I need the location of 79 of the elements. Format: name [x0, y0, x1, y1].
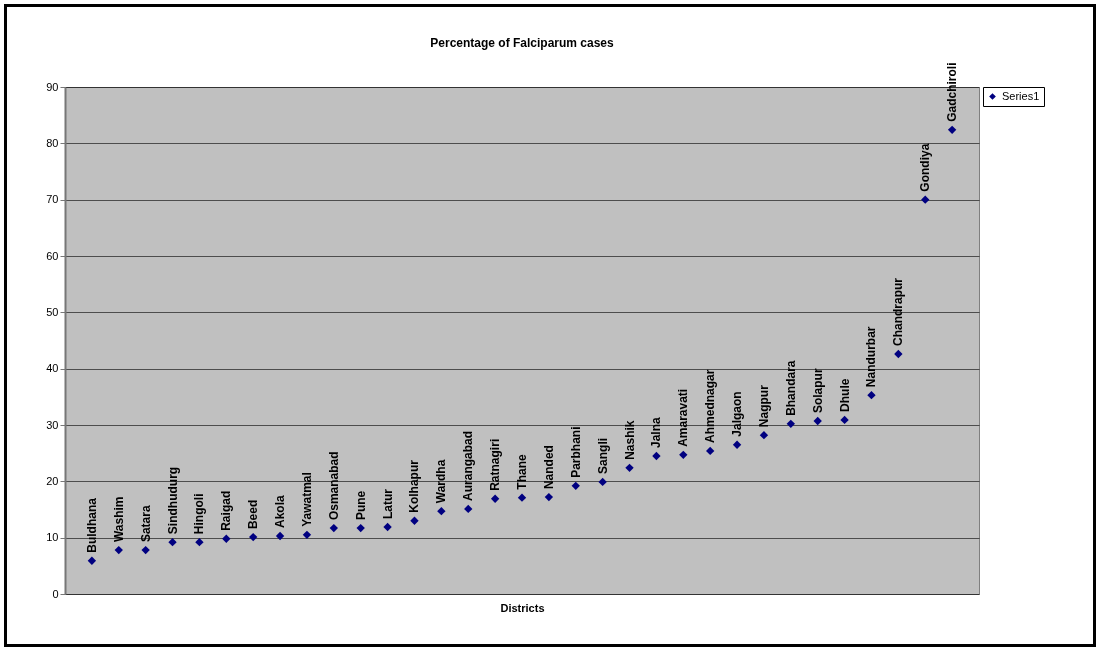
x-tick-label: Pune	[353, 490, 368, 521]
y-tick-label: 60	[46, 249, 59, 262]
x-tick-label: Aurangabad	[461, 430, 476, 501]
point	[652, 451, 661, 461]
x-tick-label: Sindhudurg	[165, 466, 180, 535]
x-tick-label: Gondiya	[918, 143, 933, 192]
point	[195, 537, 204, 547]
point	[625, 463, 634, 472]
point	[867, 390, 876, 400]
x-tick-label: Ratnagiri	[488, 438, 503, 491]
y-tick-label: 50	[46, 305, 59, 318]
x-tick-label: Nagpur	[756, 384, 771, 428]
point	[732, 440, 742, 449]
point	[222, 534, 231, 543]
point	[141, 545, 150, 555]
x-tick-label: Satara	[138, 505, 153, 543]
point	[329, 523, 339, 533]
point	[168, 537, 177, 547]
y-tick-label: 80	[46, 136, 59, 149]
point	[786, 419, 796, 429]
point	[894, 349, 903, 359]
x-tick-label: Akola	[273, 494, 288, 528]
y-tick-label: 70	[46, 193, 59, 206]
point	[114, 545, 123, 555]
x-tick-label: Yawatmal	[299, 472, 314, 527]
point	[679, 450, 688, 460]
x-tick-label: Sangli	[595, 437, 610, 474]
x-tick-label: Amaravati	[676, 388, 691, 447]
x-tick-label: Osmanabad	[326, 451, 341, 521]
x-tick-label: Nanded	[541, 445, 556, 490]
point	[87, 556, 97, 565]
point	[490, 494, 500, 503]
point	[383, 522, 392, 532]
x-tick-label: Gadchiroli	[945, 62, 960, 122]
point	[705, 446, 715, 456]
x-tick-label: Beed	[246, 499, 261, 530]
point	[598, 477, 607, 487]
x-tick-label: Solapur	[810, 368, 825, 414]
y-tick-label: 90	[46, 80, 59, 93]
point	[302, 530, 312, 540]
y-tick-label: 30	[46, 418, 59, 431]
point	[248, 532, 258, 542]
y-tick-label: 10	[46, 531, 59, 544]
x-tick-label: Nandurbar	[864, 326, 879, 388]
point	[517, 493, 527, 502]
y-tick-label: 20	[46, 474, 59, 487]
y-tick-label: 40	[46, 362, 59, 375]
x-tick-label: Latur	[380, 488, 395, 519]
point	[275, 531, 285, 541]
point	[410, 516, 419, 525]
x-tick-label: Buldhana	[84, 497, 99, 553]
x-tick-label: Nashik	[622, 420, 637, 460]
x-tick-label: Jalna	[649, 416, 664, 448]
chart-title: Percentage of Falciparum cases	[430, 36, 615, 51]
x-tick-label: Kolhapur	[407, 459, 422, 513]
x-tick-label: Washim	[111, 496, 126, 543]
point	[813, 416, 822, 426]
point	[947, 125, 957, 134]
x-tick-label: Raigad	[219, 490, 234, 531]
point	[464, 504, 473, 514]
x-tick-label: Jalgaon	[730, 391, 745, 437]
x-tick-label: Ahmednagar	[703, 369, 718, 443]
point	[571, 481, 580, 491]
point	[437, 507, 446, 516]
x-tick-label: Bhandara	[783, 360, 798, 416]
point	[840, 415, 849, 425]
x-tick-label: Parbhani	[568, 426, 583, 478]
point	[921, 195, 930, 204]
x-tick-label: Chandrapur	[891, 277, 906, 347]
point	[356, 523, 365, 533]
legend-label: Series1	[1002, 89, 1040, 102]
x-tick-label: Wardha	[434, 459, 449, 504]
x-tick-label: Dhule	[837, 378, 852, 412]
x-tick-label: Thane	[515, 454, 529, 490]
x-axis-title: Districts	[500, 601, 545, 614]
y-tick-label: 0	[52, 587, 59, 600]
x-tick-label: Hingoli	[192, 493, 207, 535]
point	[759, 430, 769, 440]
point	[544, 492, 554, 502]
